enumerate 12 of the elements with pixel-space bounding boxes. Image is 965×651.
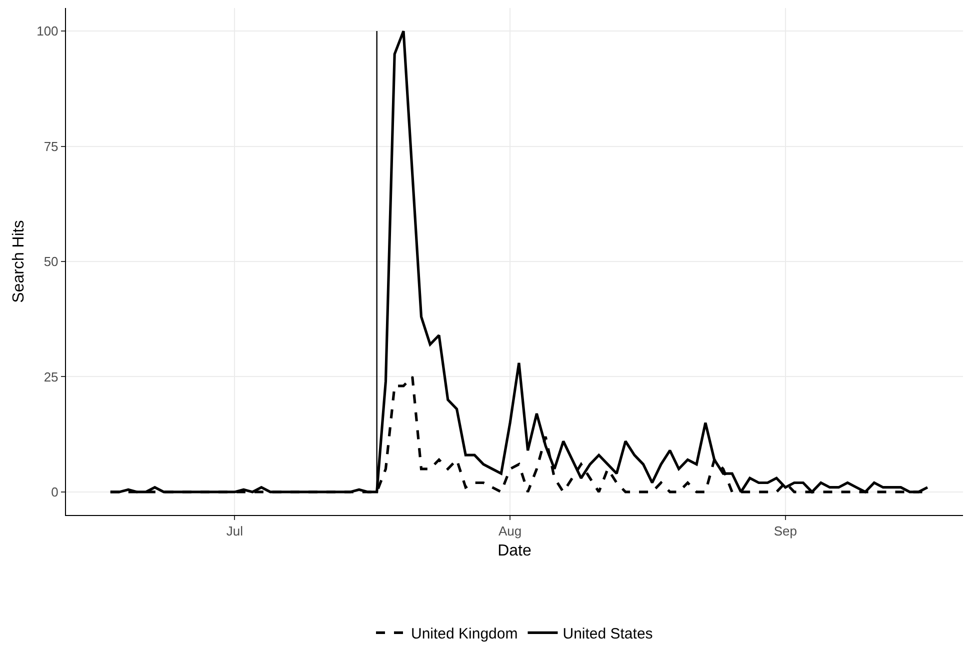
x-tick-label: Aug bbox=[498, 524, 522, 539]
x-axis-title: Date bbox=[498, 542, 532, 560]
y-tick-label: 75 bbox=[44, 138, 58, 154]
y-tick-label: 100 bbox=[36, 24, 58, 39]
y-axis-title: Search Hits bbox=[10, 220, 28, 303]
y-tick-label: 25 bbox=[44, 369, 58, 384]
x-tick-label: Jul bbox=[226, 524, 244, 539]
legend-label: United States bbox=[562, 626, 653, 642]
y-tick-label: 50 bbox=[44, 254, 58, 270]
y-tick-label: 0 bbox=[51, 484, 58, 500]
legend-label: United Kingdom bbox=[411, 626, 518, 642]
x-tick-label: Sep bbox=[774, 524, 797, 539]
